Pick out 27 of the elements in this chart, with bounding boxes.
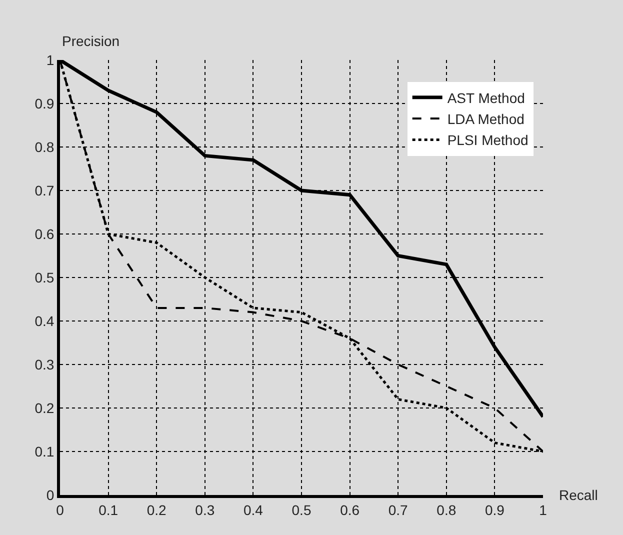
x-tick-label: 0.1 (98, 502, 118, 518)
y-tick-label: 0.2 (34, 400, 54, 416)
x-tick-label: 0 (56, 502, 64, 518)
legend-label: LDA Method (447, 111, 524, 128)
y-tick-label: 0.5 (34, 269, 54, 286)
y-tick-label: 0.8 (34, 138, 54, 155)
x-tick-label: 1 (539, 502, 548, 518)
y-tick-label: 1 (46, 52, 54, 68)
x-tick-label: 0.5 (292, 502, 312, 518)
x-tick-label: 0.7 (388, 502, 408, 518)
x-tick-label: 0.4 (243, 502, 264, 518)
x-tick-label: 0.3 (195, 502, 215, 518)
x-tick-label: 0.6 (340, 502, 360, 518)
x-tick-label: 0.9 (484, 502, 505, 518)
y-tick-label: 0.7 (34, 182, 54, 198)
y-tick-label: 0.4 (34, 312, 54, 329)
y-tick-label: 0.1 (34, 443, 54, 460)
y-tick-label: 0.9 (34, 95, 54, 112)
y-tick-label: 0.6 (34, 226, 54, 242)
y-tick-label: 0 (46, 486, 54, 503)
y-axis-title: Precision (62, 33, 120, 49)
legend-label: AST Method (447, 90, 525, 106)
legend-label: PLSI Method (447, 132, 528, 148)
x-tick-label: 0.8 (436, 502, 456, 518)
x-tick-label: 0.2 (146, 502, 167, 518)
y-tick-label: 0.3 (34, 356, 54, 372)
x-axis-title: Recall (559, 487, 598, 503)
